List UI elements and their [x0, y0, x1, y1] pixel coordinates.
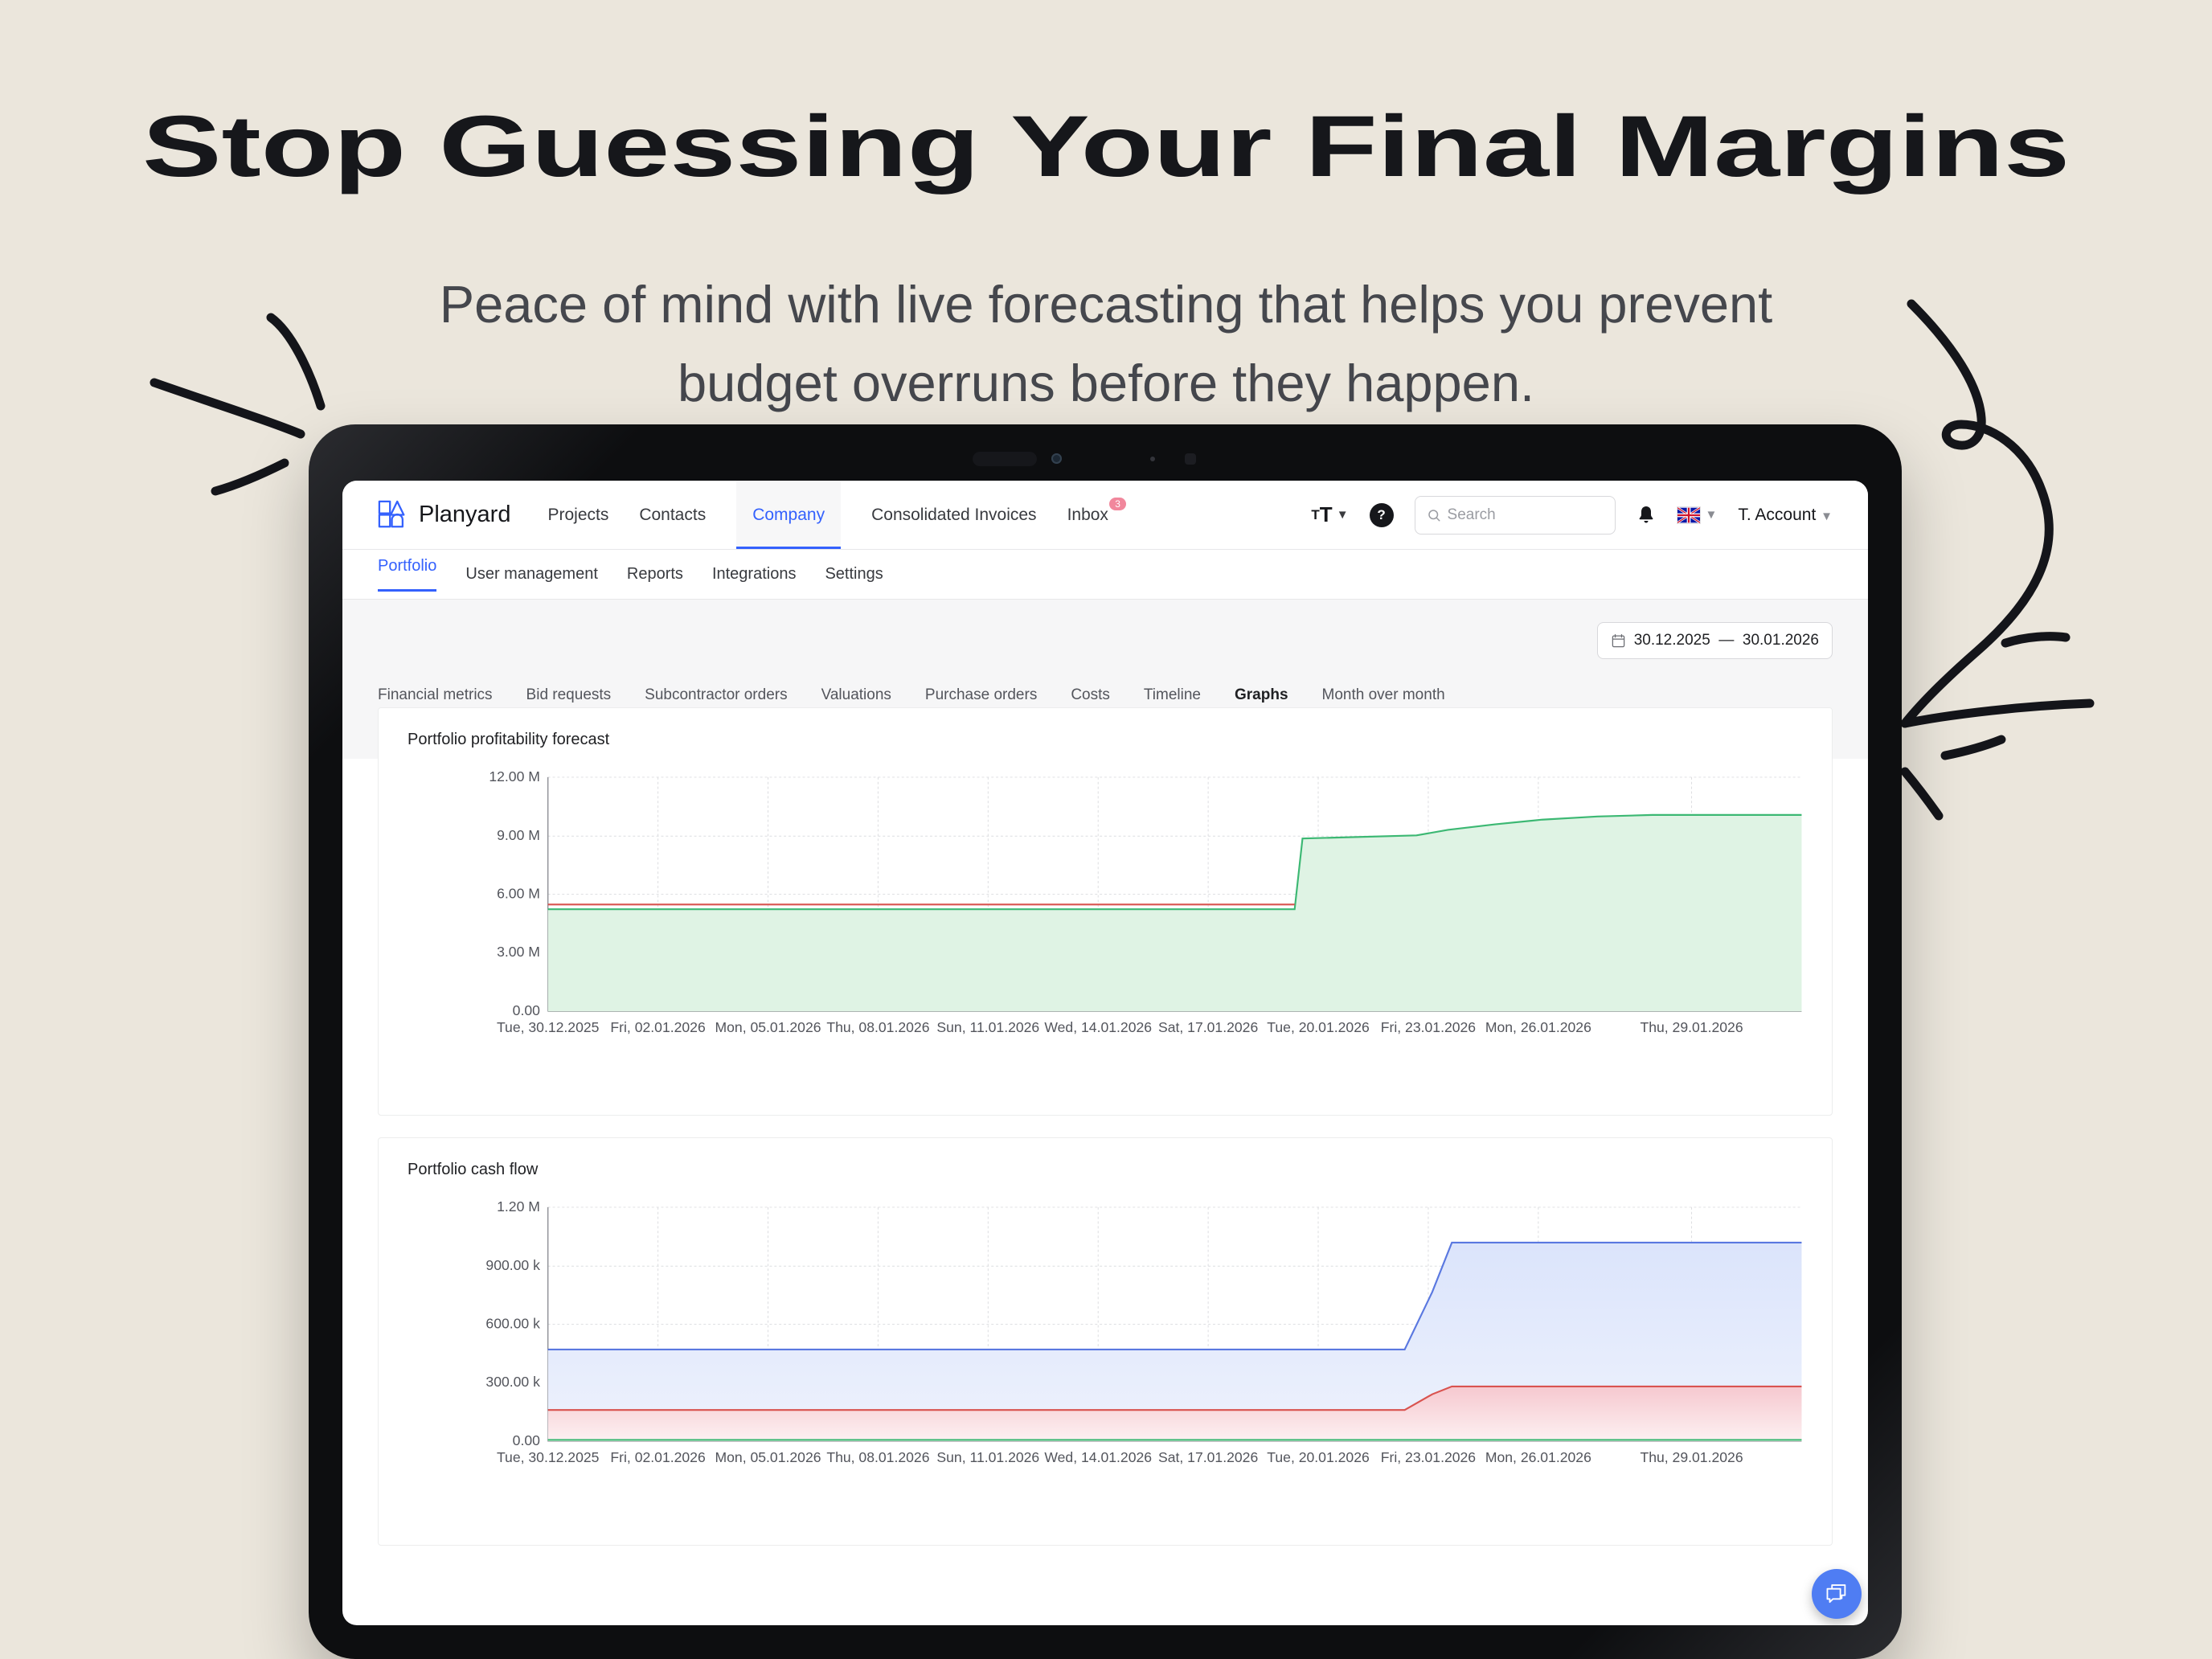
- svg-text:Mon, 26.01.2026: Mon, 26.01.2026: [1485, 1019, 1591, 1035]
- svg-text:9.00 M: 9.00 M: [497, 827, 540, 843]
- svg-text:Mon, 05.01.2026: Mon, 05.01.2026: [715, 1449, 821, 1465]
- svg-text:Thu, 29.01.2026: Thu, 29.01.2026: [1640, 1449, 1743, 1465]
- svg-text:Fri, 02.01.2026: Fri, 02.01.2026: [610, 1449, 706, 1465]
- svg-text:0.00: 0.00: [513, 1002, 540, 1018]
- svg-text:Sun, 11.01.2026: Sun, 11.01.2026: [936, 1449, 1039, 1465]
- svg-text:6.00 M: 6.00 M: [497, 886, 540, 902]
- svg-text:Thu, 08.01.2026: Thu, 08.01.2026: [826, 1449, 929, 1465]
- svg-text:0.00: 0.00: [513, 1432, 540, 1448]
- svg-text:600.00 k: 600.00 k: [485, 1316, 540, 1332]
- svg-text:Thu, 08.01.2026: Thu, 08.01.2026: [826, 1019, 929, 1035]
- svg-text:Wed, 14.01.2026: Wed, 14.01.2026: [1044, 1449, 1152, 1465]
- svg-text:Mon, 05.01.2026: Mon, 05.01.2026: [715, 1019, 821, 1035]
- svg-text:1.20 M: 1.20 M: [497, 1198, 540, 1215]
- svg-text:Thu, 29.01.2026: Thu, 29.01.2026: [1640, 1019, 1743, 1035]
- svg-text:Tue, 30.12.2025: Tue, 30.12.2025: [497, 1449, 600, 1465]
- svg-text:900.00 k: 900.00 k: [485, 1257, 540, 1273]
- svg-text:Wed, 14.01.2026: Wed, 14.01.2026: [1044, 1019, 1152, 1035]
- svg-text:Tue, 20.01.2026: Tue, 20.01.2026: [1267, 1449, 1370, 1465]
- svg-text:Sat, 17.01.2026: Sat, 17.01.2026: [1158, 1449, 1258, 1465]
- svg-text:Mon, 26.01.2026: Mon, 26.01.2026: [1485, 1449, 1591, 1465]
- svg-text:Tue, 20.01.2026: Tue, 20.01.2026: [1267, 1019, 1370, 1035]
- svg-text:12.00 M: 12.00 M: [489, 768, 540, 784]
- svg-text:3.00 M: 3.00 M: [497, 944, 540, 960]
- svg-text:Fri, 23.01.2026: Fri, 23.01.2026: [1381, 1019, 1477, 1035]
- svg-text:Sat, 17.01.2026: Sat, 17.01.2026: [1158, 1019, 1258, 1035]
- svg-text:Fri, 23.01.2026: Fri, 23.01.2026: [1381, 1449, 1477, 1465]
- svg-text:Sun, 11.01.2026: Sun, 11.01.2026: [936, 1019, 1039, 1035]
- svg-text:300.00 k: 300.00 k: [485, 1374, 540, 1390]
- svg-text:Fri, 02.01.2026: Fri, 02.01.2026: [610, 1019, 706, 1035]
- svg-text:Tue, 30.12.2025: Tue, 30.12.2025: [497, 1019, 600, 1035]
